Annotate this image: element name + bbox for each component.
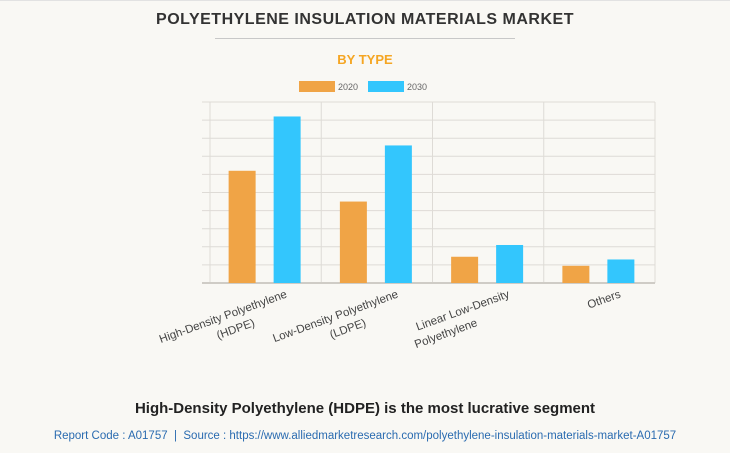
legend-item-2030[interactable]: 2030 <box>368 81 427 92</box>
legend-item-2020[interactable]: 2020 <box>298 81 358 92</box>
legend-swatch-2020 <box>298 81 335 92</box>
bar-2030-2 <box>496 244 524 283</box>
legend-swatch-2030 <box>368 81 404 92</box>
legend: 2020 2030 <box>0 81 730 92</box>
bar-2020-1 <box>339 201 367 283</box>
chart-title: POLYETHYLENE INSULATION MATERIALS MARKET <box>156 11 574 28</box>
bar-2020-2 <box>451 256 479 283</box>
bar-2020-3 <box>562 265 590 283</box>
chart-subtitle: BY TYPE <box>337 52 393 67</box>
x-tick-label: Low-Density Polyethylene(LDPE) <box>271 289 405 361</box>
x-tick-label-line: Others <box>586 288 623 311</box>
bar-chart: High-Density Polyethylene(HDPE) Low-Densi… <box>158 101 656 361</box>
legend-label-2030: 2030 <box>407 81 428 92</box>
headline: High-Density Polyethylene (HDPE) is the … <box>134 400 596 417</box>
bar-2030-3 <box>607 259 635 283</box>
legend-label-2020: 2020 <box>337 81 358 92</box>
bar-2020-0 <box>228 170 256 283</box>
x-tick-label: High-Density Polyethylene(HDPE) <box>158 289 294 361</box>
bar-2030-0 <box>273 116 301 283</box>
title-divider <box>215 38 515 39</box>
bar-2030-1 <box>384 145 412 283</box>
x-tick-label: Others <box>586 288 623 311</box>
source-line[interactable]: Report Code : A01757 | Source : https://… <box>53 430 677 442</box>
x-tick-label: Linear Low-DensityPolyethylene <box>408 288 517 351</box>
